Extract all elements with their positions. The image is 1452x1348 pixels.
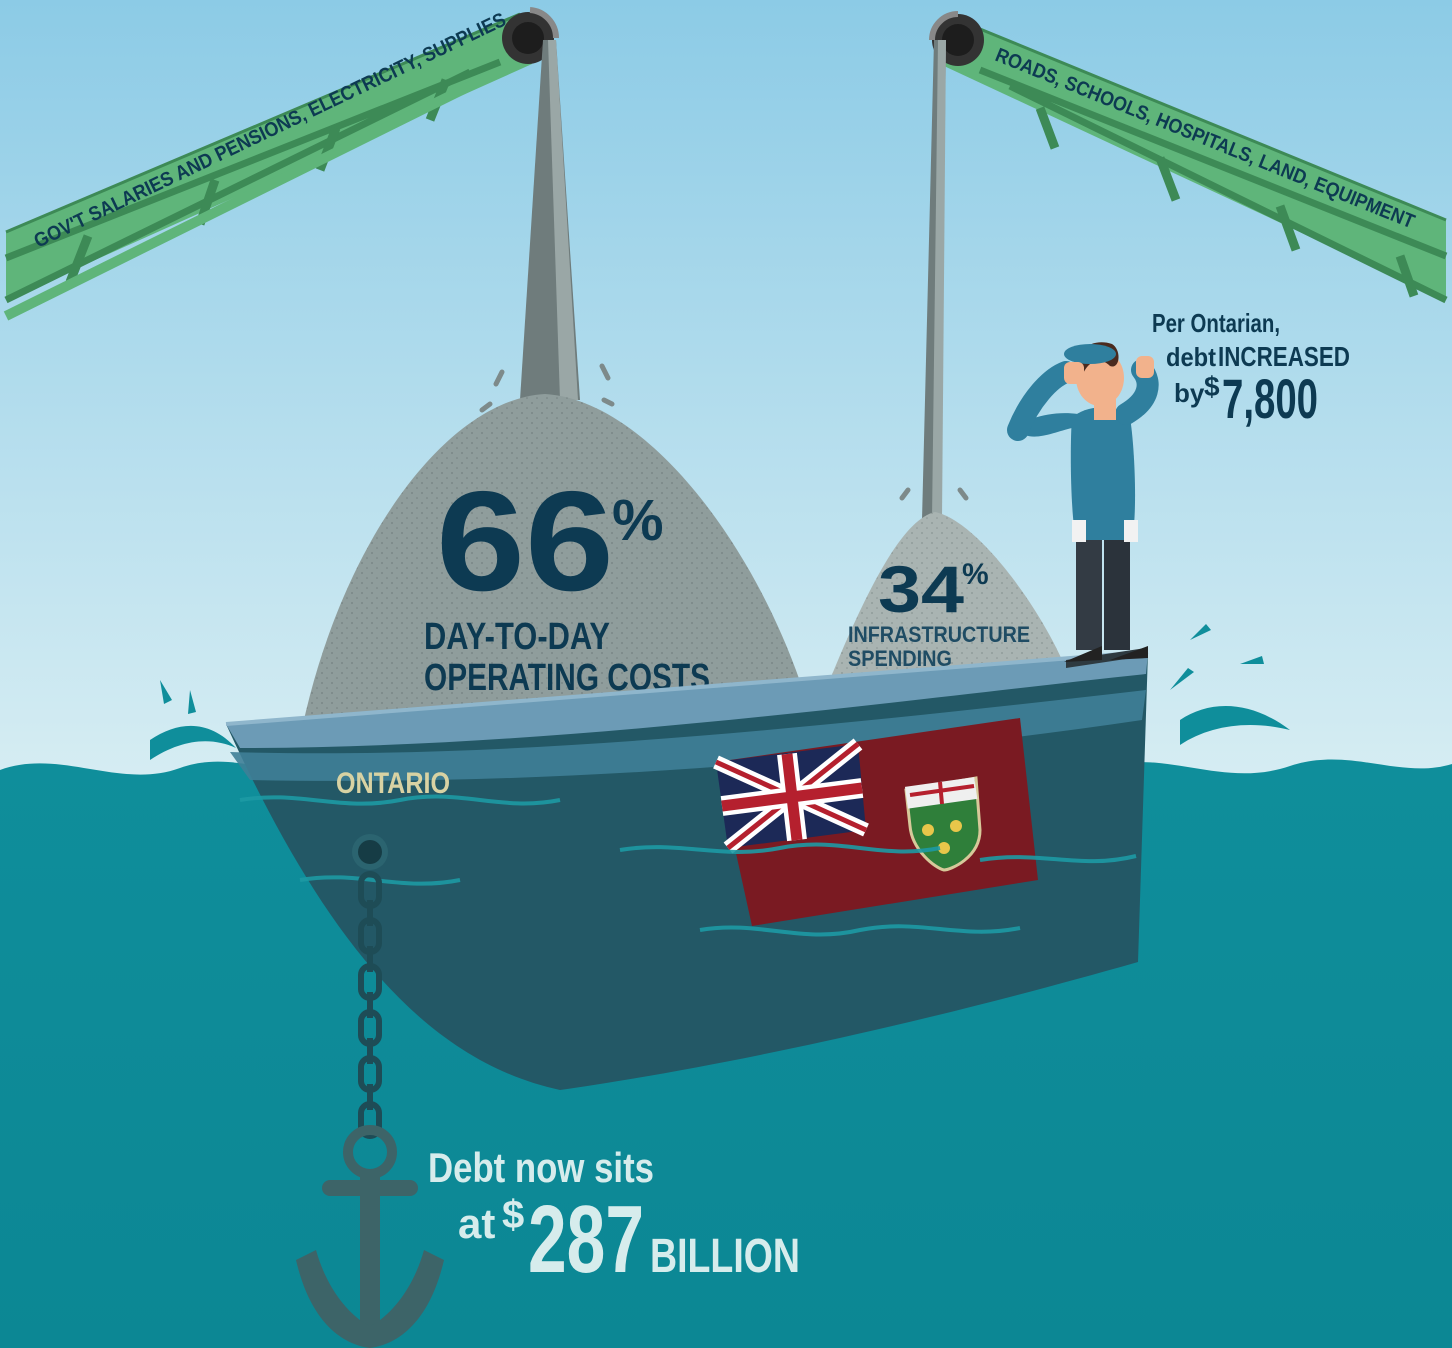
splashes — [150, 624, 1290, 760]
operating-value: 66 — [436, 462, 614, 621]
ontario-flag-icon — [713, 718, 1038, 926]
debt-line2-prefix: at — [458, 1200, 495, 1247]
per-person-line1: Per Ontarian, — [1152, 308, 1280, 338]
debt-unit: BILLION — [650, 1230, 800, 1283]
chain-icon — [352, 834, 388, 1139]
operating-stat: 66 % DAY-TO-DAY OPERATING COSTS — [424, 462, 710, 699]
wave-lines — [239, 794, 1137, 937]
sand-pile-icon — [296, 363, 1062, 760]
debt-line1: Debt now sits — [428, 1144, 654, 1191]
per-person-line2-emph: INCREASED — [1218, 341, 1350, 372]
man-icon — [1007, 342, 1159, 668]
per-person-line3-prefix: by — [1174, 378, 1205, 408]
conveyor-icon — [3, 7, 560, 321]
per-person-line2-prefix: debt — [1166, 342, 1216, 372]
ship-name: ONTARIO — [336, 767, 450, 800]
per-person-stat: Per Ontarian, debt INCREASED by $ 7,800 — [1152, 308, 1350, 430]
infrastructure-percent: % — [962, 558, 989, 591]
infrastructure-stat: 34 % INFRASTRUCTURE SPENDING — [848, 552, 1030, 671]
per-person-currency: $ — [1204, 371, 1220, 402]
conveyor-icon — [929, 11, 1448, 304]
operating-percent: % — [612, 488, 664, 553]
debt-stat: Debt now sits at $ 287 BILLION — [428, 1144, 800, 1293]
infrastructure-line1: INFRASTRUCTURE — [848, 622, 1030, 647]
operating-line1: DAY-TO-DAY — [424, 616, 610, 658]
per-person-amount: 7,800 — [1222, 367, 1318, 430]
debt-amount: 287 — [528, 1186, 644, 1293]
debt-currency: $ — [502, 1193, 524, 1237]
anchor-icon — [296, 1125, 444, 1348]
infrastructure-value: 34 — [878, 552, 964, 626]
